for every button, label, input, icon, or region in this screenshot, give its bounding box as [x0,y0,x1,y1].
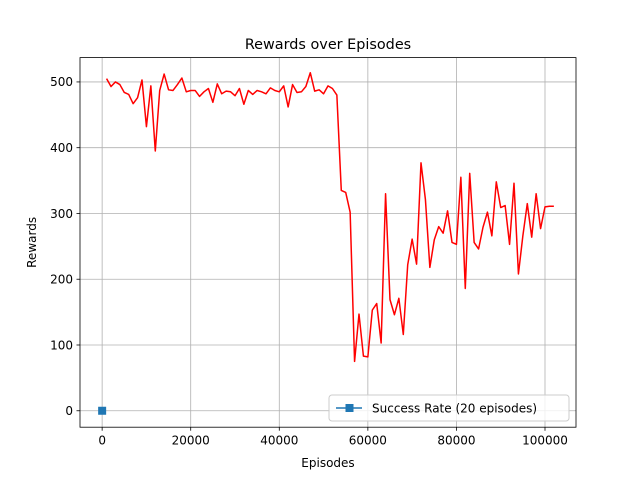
x-tick-label: 80000 [437,434,475,448]
plot-frame [79,57,577,428]
y-tick-label: 0 [65,404,73,418]
rewards-line [105,71,554,363]
series-layer [98,71,554,415]
x-tick-label: 40000 [260,434,298,448]
y-tick-label: 400 [50,141,73,155]
x-tick-label: 60000 [349,434,387,448]
x-tick-label: 20000 [172,434,210,448]
success-rate-point [98,406,107,415]
y-axis-label: Rewards [25,217,39,268]
chart-title: Rewards over Episodes [245,37,411,53]
legend-marker-success-rate [345,404,354,412]
y-tick-label: 300 [50,207,73,221]
y-tick-label: 200 [50,273,73,287]
y-tick-label: 500 [50,75,73,89]
x-axis-label: Episodes [301,456,354,470]
x-tick-label: 0 [98,434,106,448]
legend-box [328,394,570,422]
ticks: 0 20000 40000 60000 80000 100000 0 100 200 300 400… [50,75,568,447]
plot-area [80,57,576,428]
x-tick-label: 100000 [522,434,568,448]
legend: Success Rate (20 episodes) [328,394,570,422]
y-tick-label: 100 [50,338,73,352]
legend-label-success-rate: Success Rate (20 episodes) [372,402,537,416]
